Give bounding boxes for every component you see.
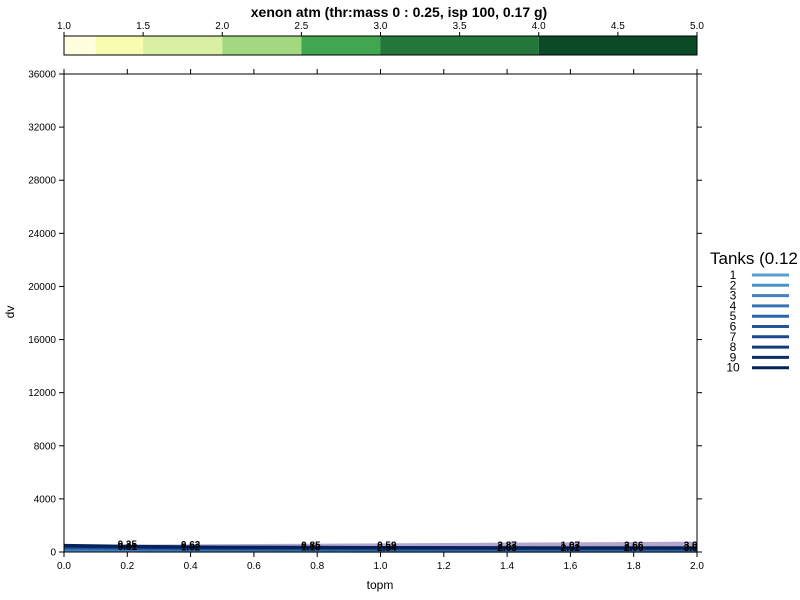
contour-label: 1.02 bbox=[181, 542, 201, 553]
y-tick-label: 4000 bbox=[34, 494, 57, 505]
colorkey-band-4 bbox=[301, 36, 381, 55]
legend-label: 1 bbox=[730, 268, 737, 282]
plot-area: 0.250.31 0.631.02 0.851.10 0.592.54 2.872.03… bbox=[63, 540, 698, 554]
colorkey-band-2 bbox=[143, 36, 223, 55]
colorkey: 1.0 1.5 2.0 2.5 3.0 3.5 4.0 4.5 5.0 bbox=[57, 21, 704, 56]
contour-label: 2.06 bbox=[624, 543, 644, 554]
contour-label: 2.52 bbox=[561, 543, 581, 554]
x-tick-label: 2.0 bbox=[690, 561, 704, 572]
y-tick-label: 12000 bbox=[28, 388, 56, 399]
legend-label: 8 bbox=[730, 340, 737, 354]
y-tick-label: 24000 bbox=[28, 229, 56, 240]
colorkey-tick-label: 3.0 bbox=[374, 21, 388, 32]
x-tick-label: 0.4 bbox=[184, 561, 198, 572]
x-axis-label: topm bbox=[367, 578, 394, 592]
colorkey-tick-label: 4.0 bbox=[532, 21, 546, 32]
legend-label: 7 bbox=[730, 330, 737, 344]
contour-label: 1.10 bbox=[301, 543, 321, 554]
colorkey-tick-label: 5.0 bbox=[690, 21, 704, 32]
x-tick-label: 0.0 bbox=[57, 561, 71, 572]
series-line-10 bbox=[63, 543, 698, 550]
contour-label: 3.6 bbox=[684, 543, 698, 554]
contour-label: 2.66 bbox=[624, 541, 644, 552]
contour-label: 0.59 bbox=[377, 540, 397, 551]
colorkey-tick-label: 1.0 bbox=[57, 21, 71, 32]
y-tick-label: 28000 bbox=[28, 176, 56, 187]
contour-label: 3.0 bbox=[684, 541, 698, 552]
contour-label: 0.85 bbox=[301, 541, 321, 552]
legend-label: 9 bbox=[730, 350, 737, 364]
y-tick-label: 16000 bbox=[28, 335, 56, 346]
colorkey-band-6 bbox=[538, 36, 697, 55]
x-tick-label: 0.2 bbox=[120, 561, 134, 572]
legend-label: 2 bbox=[730, 278, 737, 292]
y-tick-label: 20000 bbox=[28, 282, 56, 293]
x-tick-label: 1.2 bbox=[437, 561, 451, 572]
legend-label: 6 bbox=[730, 320, 737, 334]
colorkey-band-0 bbox=[64, 36, 96, 55]
x-tick-label: 1.0 bbox=[374, 561, 388, 572]
x-tick-label: 1.4 bbox=[500, 561, 514, 572]
y-tick-label: 0 bbox=[50, 548, 56, 559]
y-axis-label: dv bbox=[3, 306, 17, 319]
legend-label: 10 bbox=[726, 361, 740, 375]
x-tick-label: 0.6 bbox=[247, 561, 261, 572]
contour-label: 1.07 bbox=[561, 540, 581, 551]
x-tick-label: 1.6 bbox=[563, 561, 577, 572]
y-tick-label: 32000 bbox=[28, 123, 56, 134]
axes: 0.0 0.2 0.4 0.6 0.8 1.0 1.2 1.4 1.6 1.8 2.0 0 4000 80… bbox=[28, 69, 704, 572]
y-tick-label: 36000 bbox=[28, 70, 56, 81]
colorkey-tick-label: 4.5 bbox=[611, 21, 625, 32]
colorkey-tick-label: 2.0 bbox=[215, 21, 229, 32]
contour-label: 0.25 bbox=[118, 540, 138, 551]
legend-title: Tanks (0.12 bbox=[710, 249, 798, 268]
colorkey-band-5 bbox=[380, 36, 539, 55]
legend-label: 5 bbox=[730, 309, 737, 323]
x-tick-label: 0.8 bbox=[310, 561, 324, 572]
contour-label: 2.54 bbox=[377, 543, 397, 554]
colorkey-band-1 bbox=[95, 36, 144, 55]
chart-title: xenon atm (thr:mass 0 : 0.25, isp 100, 0… bbox=[251, 4, 547, 20]
y-tick-label: 8000 bbox=[34, 441, 57, 452]
x-tick-label: 1.8 bbox=[627, 561, 641, 572]
colorkey-tick-label: 1.5 bbox=[136, 21, 150, 32]
colorkey-band-3 bbox=[222, 36, 302, 55]
colorkey-tick-label: 3.5 bbox=[453, 21, 467, 32]
colorkey-tick-label: 2.5 bbox=[294, 21, 308, 32]
contour-label: 2.87 bbox=[497, 541, 517, 552]
legend-label: 4 bbox=[730, 299, 737, 313]
contour-label: 0.31 bbox=[118, 542, 138, 553]
plot-frame bbox=[63, 73, 698, 553]
legend-label: 3 bbox=[730, 289, 737, 303]
contour-label: 2.03 bbox=[497, 543, 517, 554]
contour-label: 0.63 bbox=[181, 540, 201, 551]
